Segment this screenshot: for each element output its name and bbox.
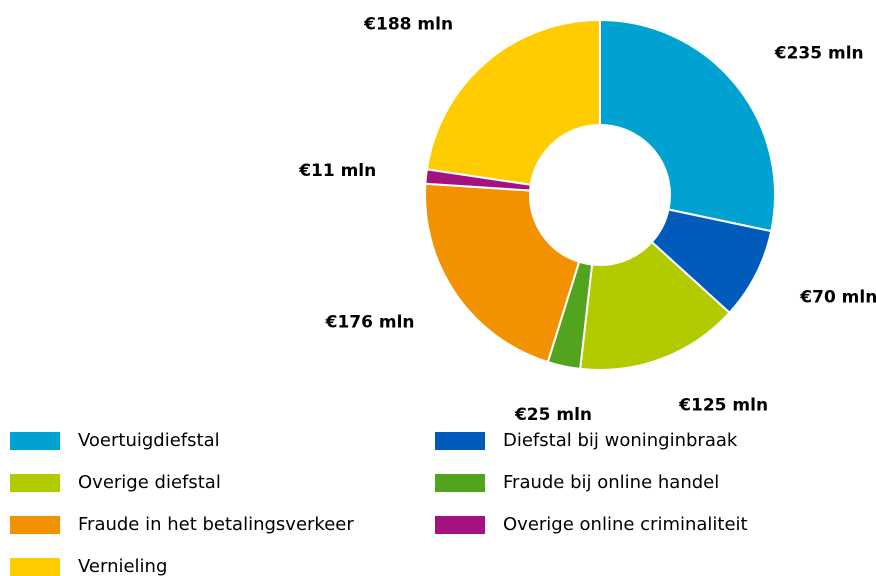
legend-label: Overige online criminaliteit bbox=[503, 514, 748, 535]
data-label: €70 mln bbox=[799, 288, 876, 308]
legend-label: Diefstal bij woninginbraak bbox=[503, 430, 738, 451]
legend-swatch bbox=[435, 516, 485, 534]
data-label: €176 mln bbox=[325, 312, 415, 332]
donut-slice bbox=[579, 240, 731, 371]
donut-slice bbox=[424, 182, 581, 364]
legend-swatch bbox=[10, 516, 60, 534]
legend-swatch bbox=[435, 474, 485, 492]
data-label: €11 mln bbox=[298, 161, 376, 181]
data-label: €235 mln bbox=[774, 43, 864, 63]
legend-label: Voertuigdiefstal bbox=[78, 430, 220, 451]
data-label: €125 mln bbox=[678, 396, 768, 416]
data-label: €25 mln bbox=[514, 405, 592, 425]
legend-swatch bbox=[10, 432, 60, 450]
donut-slice bbox=[425, 18, 601, 186]
legend-label: Vernieling bbox=[78, 556, 167, 576]
legend-label: Fraude bij online handel bbox=[503, 472, 719, 493]
donut-slice bbox=[599, 18, 776, 233]
legend-label: Fraude in het betalingsverkeer bbox=[78, 514, 354, 535]
data-label: €188 mln bbox=[363, 15, 453, 35]
legend-swatch bbox=[10, 558, 60, 576]
legend-swatch bbox=[10, 474, 60, 492]
legend-label: Overige diefstal bbox=[78, 472, 221, 493]
legend-swatch bbox=[435, 432, 485, 450]
